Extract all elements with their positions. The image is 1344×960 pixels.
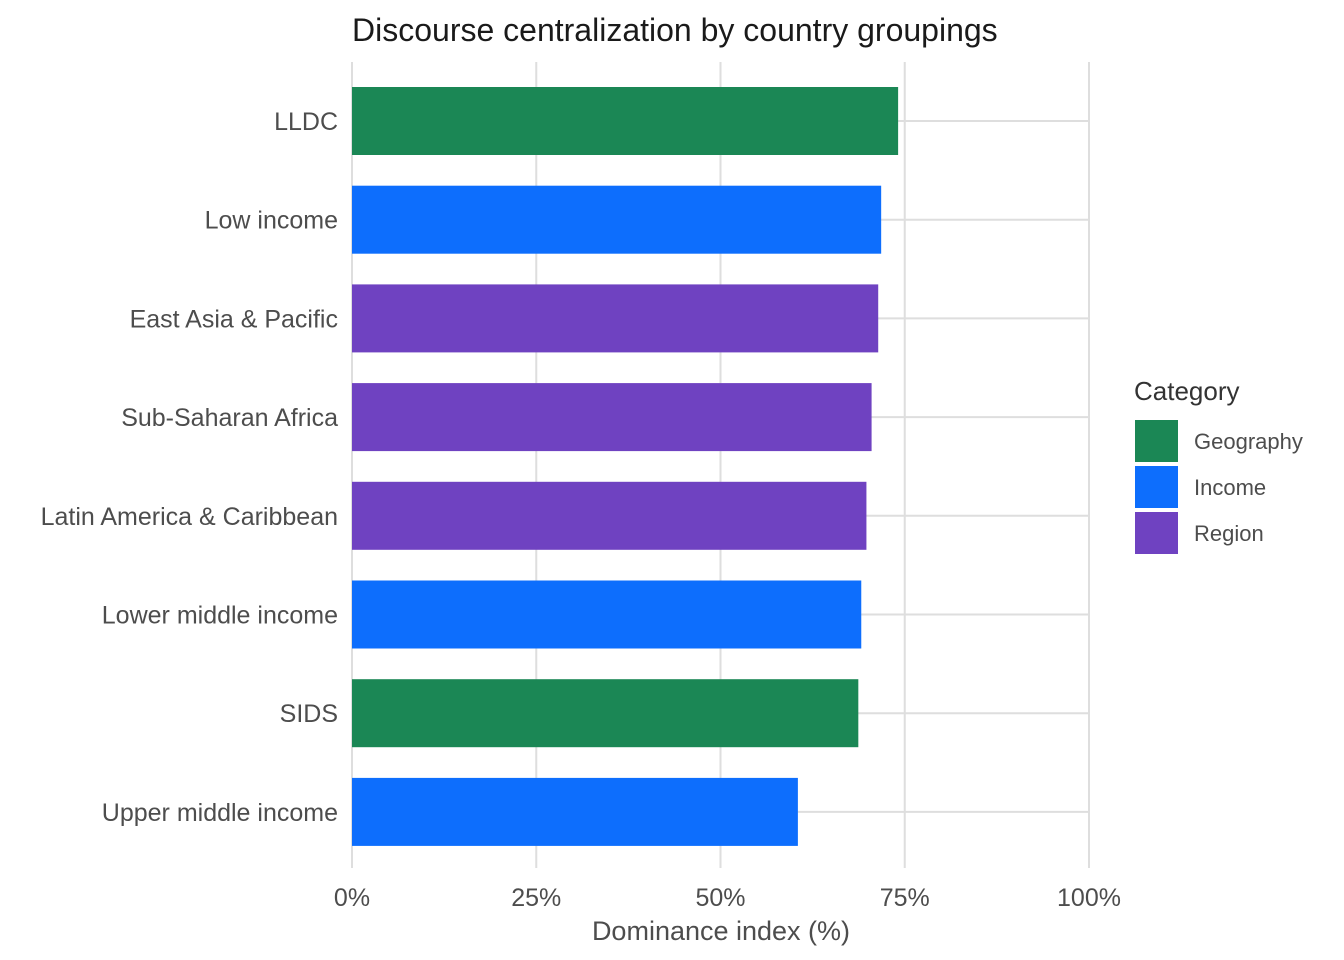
- category-label: Low income: [205, 207, 338, 235]
- bar-1: [352, 185, 882, 254]
- category-label: East Asia & Pacific: [130, 305, 338, 333]
- category-labels: LLDC Low income East Asia & Pacific Sub-Sah…: [41, 108, 338, 827]
- bar-4: [352, 481, 867, 550]
- x-tick-label: 50%: [695, 884, 745, 912]
- bar-2: [352, 284, 879, 353]
- legend: Category Geography Income Region: [1134, 376, 1303, 554]
- x-tick-labels: 0% 25% 50% 75% 100%: [334, 884, 1121, 912]
- legend-label: Geography: [1194, 429, 1303, 454]
- x-tick-label: 0%: [334, 884, 370, 912]
- x-tick-label: 100%: [1057, 884, 1121, 912]
- chart-title: Discourse centralization by country grou…: [352, 12, 998, 48]
- legend-swatch-region: [1135, 512, 1178, 554]
- legend-title: Category: [1134, 376, 1240, 406]
- legend-swatch-geography: [1135, 420, 1178, 462]
- category-label: LLDC: [274, 108, 338, 136]
- category-label: Sub-Saharan Africa: [121, 404, 338, 432]
- bar-5: [352, 580, 862, 649]
- x-tick-label: 25%: [511, 884, 561, 912]
- legend-label: Region: [1194, 521, 1264, 546]
- bar-7: [352, 777, 798, 846]
- legend-label: Income: [1194, 475, 1266, 500]
- category-label: Upper middle income: [102, 799, 338, 827]
- category-label: Latin America & Caribbean: [41, 503, 338, 531]
- legend-swatch-income: [1135, 466, 1178, 508]
- bar-0: [352, 87, 899, 155]
- bar-3: [352, 383, 872, 452]
- x-tick-label: 75%: [880, 884, 930, 912]
- bar-6: [352, 679, 859, 748]
- x-axis-title: Dominance index (%): [592, 916, 850, 946]
- bars: [352, 87, 899, 846]
- category-label: Lower middle income: [102, 602, 338, 630]
- category-label: SIDS: [280, 700, 338, 728]
